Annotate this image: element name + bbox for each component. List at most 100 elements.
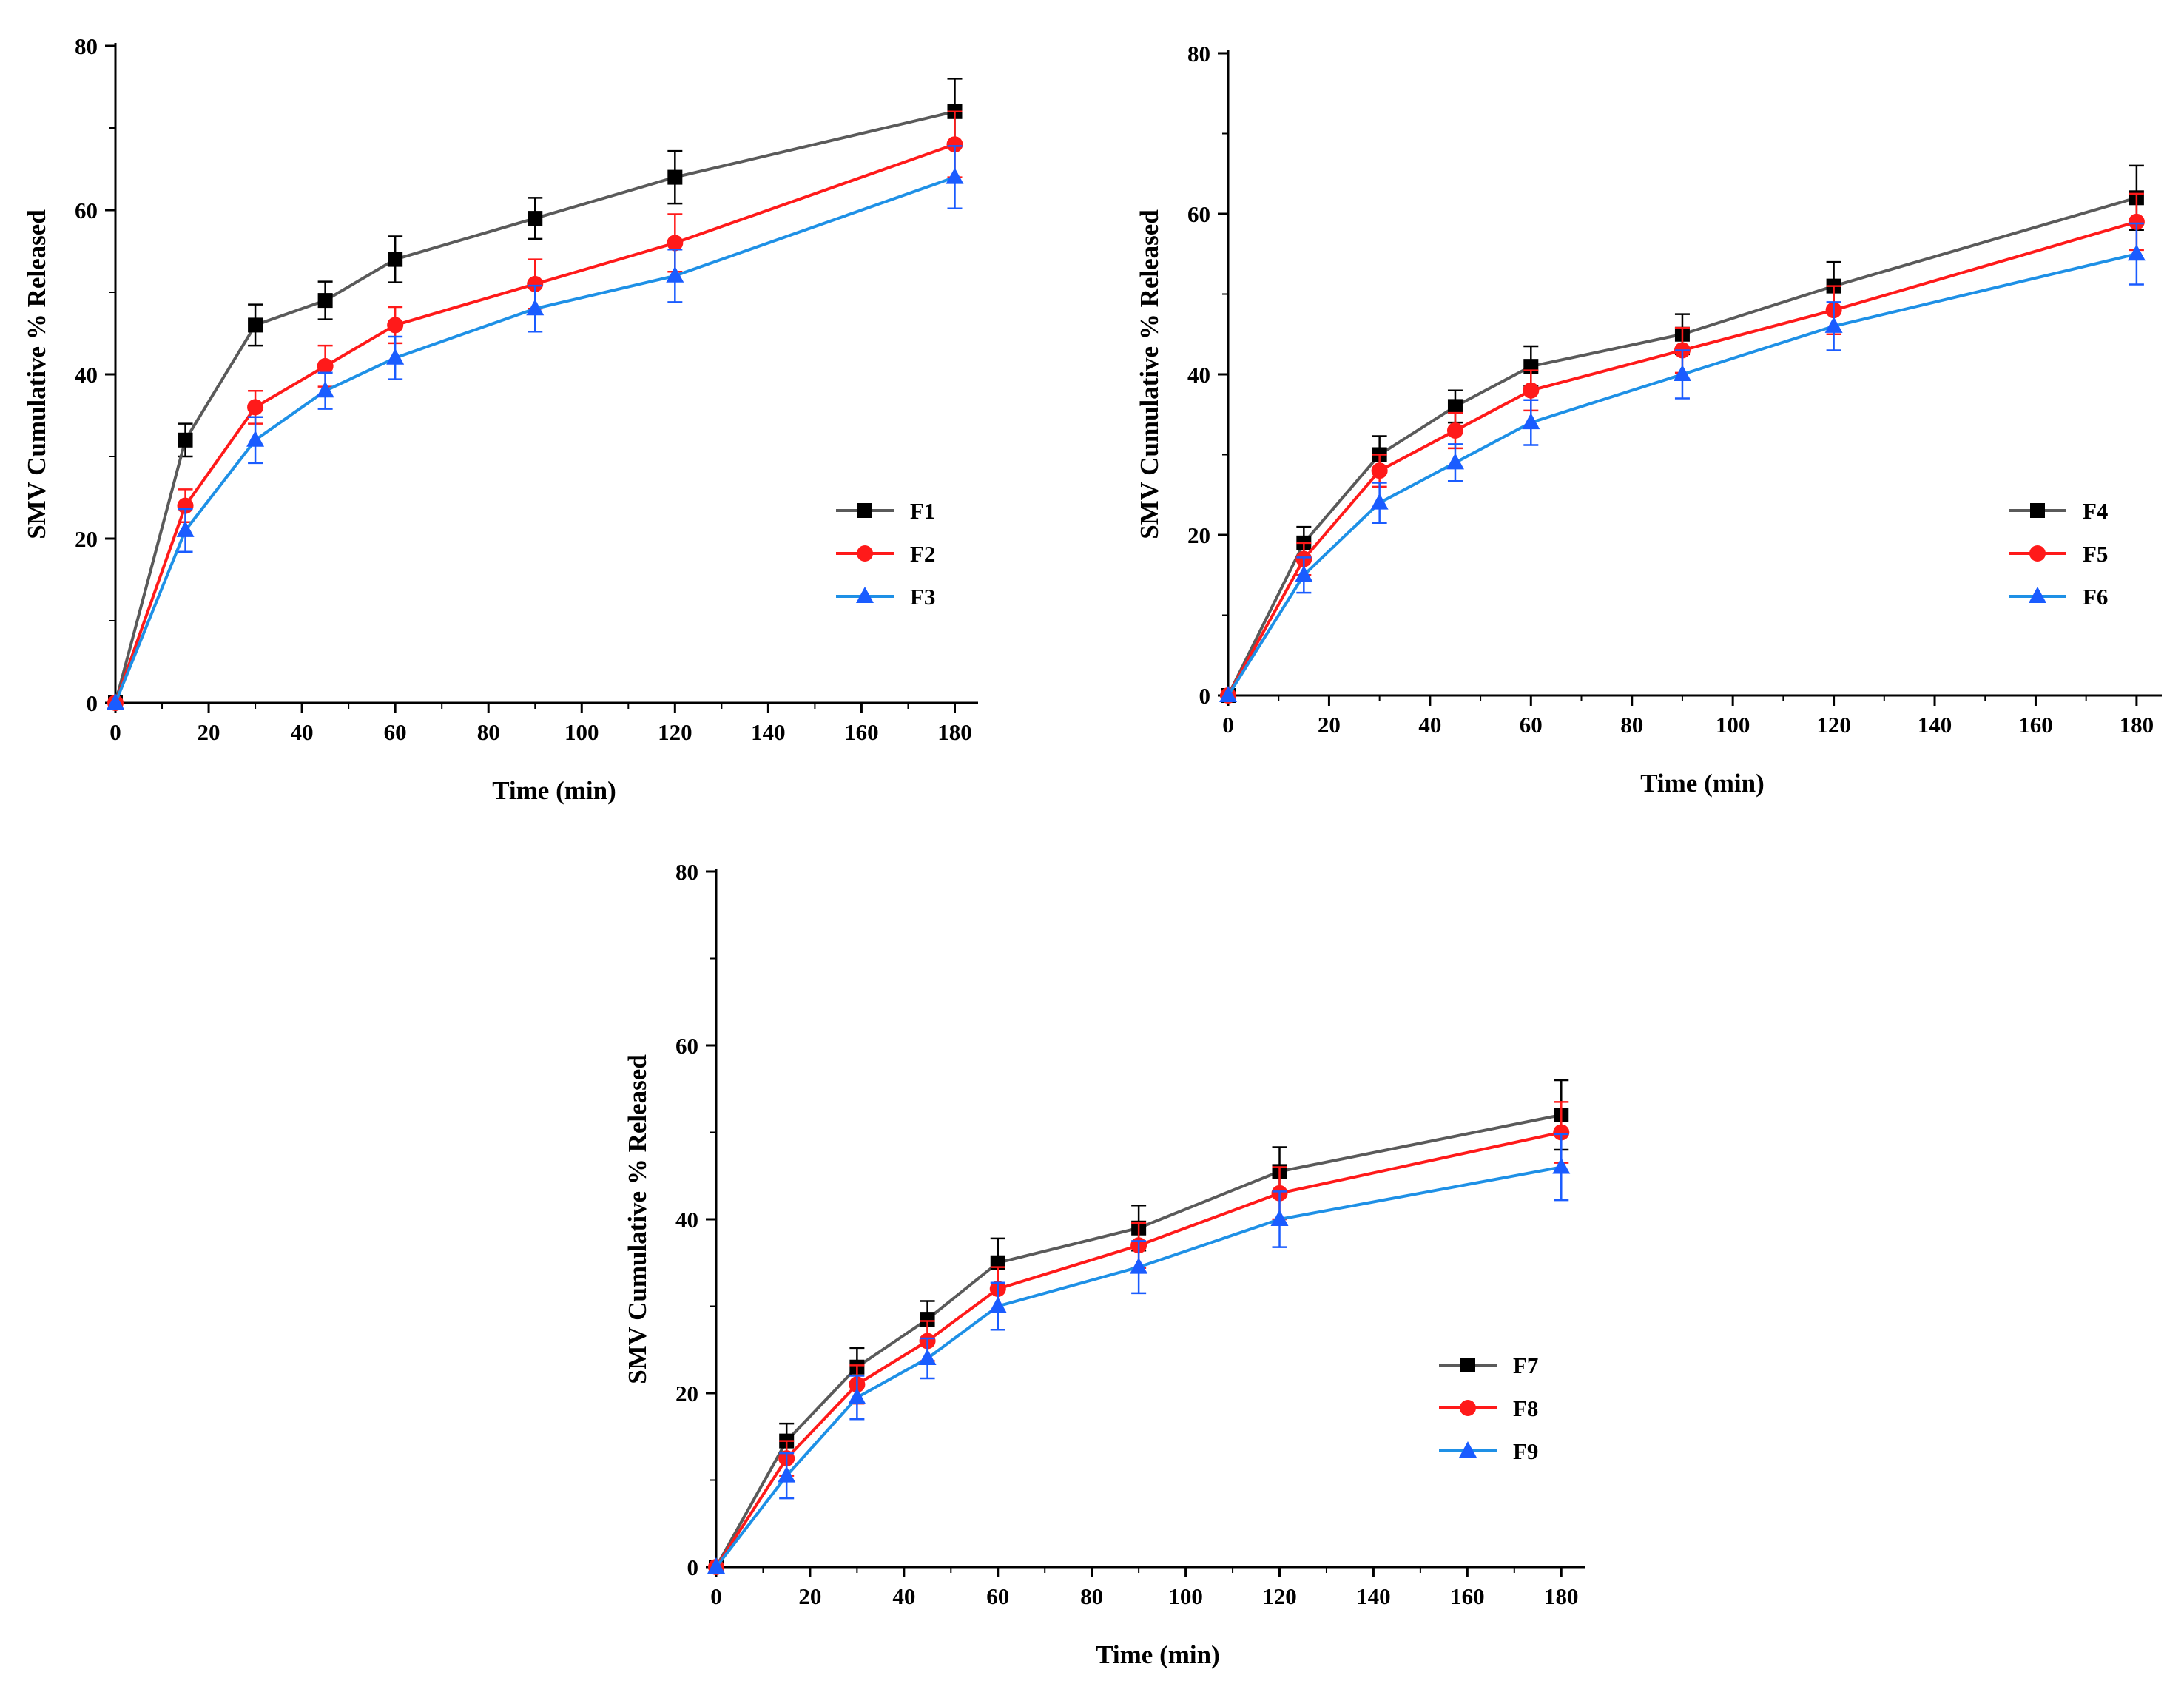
data-point <box>178 432 193 448</box>
legend-label: F1 <box>910 498 935 524</box>
y-axis-title: SMV Cumulative % Released <box>22 209 51 539</box>
chart-panel-1: 0 20 40 60 80 100 120 140 160 180 0 20 40 60 80 Time (m… <box>22 33 978 805</box>
series-F7 <box>709 1079 1569 1574</box>
x-tick-label: 0 <box>710 1583 722 1609</box>
data-point <box>247 399 264 416</box>
series-line <box>1227 196 2137 696</box>
x-tick-label: 120 <box>658 719 692 745</box>
y-tick-label: 40 <box>675 1207 698 1233</box>
x-axis-title: Time (min) <box>1096 1640 1220 1669</box>
data-point <box>946 167 964 184</box>
y-axis-title: SMV Cumulative % Released <box>623 1054 652 1384</box>
x-tick-label: 80 <box>1620 712 1643 738</box>
data-point <box>107 693 124 710</box>
x-tick-label: 40 <box>892 1583 915 1609</box>
y-tick-label: 80 <box>75 33 98 59</box>
x-tick-label: 100 <box>1168 1583 1203 1609</box>
x-tick-label: 180 <box>937 719 972 745</box>
legend-label: F8 <box>1513 1395 1538 1421</box>
y-tick-label: 60 <box>675 1033 698 1059</box>
data-point <box>1523 382 1540 399</box>
y-tick-label: 20 <box>75 526 98 552</box>
y-tick-label: 20 <box>675 1381 698 1406</box>
x-tick-label: 140 <box>751 719 786 745</box>
series-F2 <box>107 110 963 711</box>
legend: F7 F8 F9 <box>1439 1352 1538 1464</box>
data-point <box>316 381 334 398</box>
x-tick-label: 80 <box>477 719 500 745</box>
x-tick-label: 120 <box>1262 1583 1297 1609</box>
data-point <box>1219 686 1237 702</box>
series-line <box>114 110 955 704</box>
x-axis-title: Time (min) <box>492 776 616 805</box>
data-point <box>918 1349 937 1365</box>
x-axis-title: Time (min) <box>1640 769 1765 798</box>
y-tick-label: 40 <box>1187 362 1210 388</box>
data-point <box>317 357 334 374</box>
legend-marker <box>1459 1441 1477 1458</box>
legend: F1 F2 F3 <box>836 498 935 610</box>
legend-label: F5 <box>2083 541 2108 567</box>
data-point <box>2127 244 2146 261</box>
y-tick-label: 20 <box>1187 522 1210 548</box>
legend-marker <box>2030 503 2045 518</box>
x-tick-label: 20 <box>1318 712 1341 738</box>
legend-marker <box>1460 1400 1476 1416</box>
data-point <box>527 275 544 292</box>
data-point <box>1130 1257 1148 1274</box>
data-point <box>386 348 405 365</box>
series-line <box>114 175 956 704</box>
legend-label: F7 <box>1513 1352 1538 1378</box>
x-tick-label: 0 <box>109 719 121 745</box>
data-point <box>1553 1124 1570 1141</box>
legend-label: F3 <box>910 584 935 610</box>
chart-panel-2: 0 20 40 60 80 100 120 140 160 180 0 20 40 60 80 Time (m… <box>1135 41 2162 798</box>
x-tick-label: 140 <box>1356 1583 1391 1609</box>
series-line <box>114 143 956 704</box>
data-point <box>1370 493 1389 510</box>
data-point <box>526 299 545 316</box>
data-point <box>707 1557 725 1574</box>
x-tick-label: 0 <box>1222 712 1234 738</box>
y-tick-label: 0 <box>1199 683 1211 709</box>
series-line <box>715 1131 1562 1569</box>
series-F4 <box>1221 164 2144 703</box>
data-point <box>778 1466 796 1483</box>
x-tick-label: 40 <box>1418 712 1441 738</box>
y-tick-label: 80 <box>1187 41 1210 67</box>
x-tick-label: 60 <box>986 1583 1009 1609</box>
data-point <box>848 1387 866 1404</box>
legend-marker <box>2029 545 2046 562</box>
series-line <box>1227 252 2137 697</box>
y-tick-label: 60 <box>75 198 98 223</box>
data-point <box>317 293 333 309</box>
series-F6 <box>1219 222 2146 702</box>
x-tick-label: 180 <box>1544 1583 1579 1609</box>
y-tick-label: 60 <box>1187 201 1210 227</box>
legend-label: F2 <box>910 541 935 567</box>
data-point <box>1673 365 1691 381</box>
data-point <box>946 136 963 153</box>
legend-marker <box>1460 1358 1475 1372</box>
x-tick-label: 20 <box>198 719 220 745</box>
data-point <box>246 430 265 447</box>
data-point <box>387 317 404 334</box>
x-tick-label: 160 <box>1450 1583 1485 1609</box>
data-point <box>667 235 684 252</box>
y-tick-label: 0 <box>87 690 98 716</box>
data-point <box>388 252 403 267</box>
data-point <box>1522 413 1540 430</box>
legend-label: F4 <box>2083 498 2108 524</box>
data-point <box>1270 1210 1289 1226</box>
series-line <box>1227 220 2137 696</box>
x-tick-label: 80 <box>1080 1583 1103 1609</box>
series-F3 <box>107 145 964 710</box>
y-axis-title: SMV Cumulative % Released <box>1135 209 1164 539</box>
legend-marker <box>856 587 874 603</box>
data-point <box>920 1312 935 1327</box>
x-tick-label: 60 <box>384 719 407 745</box>
x-tick-label: 40 <box>291 719 314 745</box>
legend: F4 F5 F6 <box>2009 498 2108 610</box>
y-tick-label: 40 <box>75 362 98 388</box>
